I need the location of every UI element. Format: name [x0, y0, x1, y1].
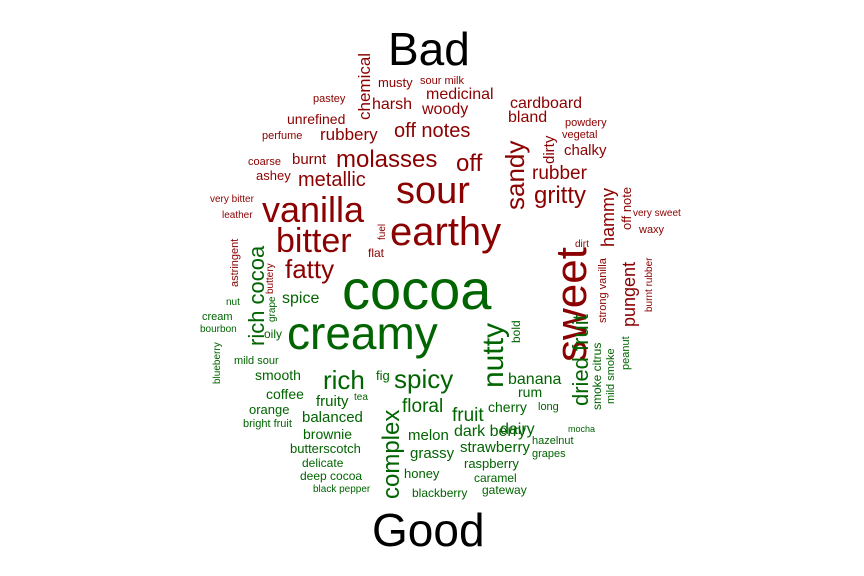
word-good: blueberry: [212, 342, 223, 384]
word-good: bold: [509, 320, 523, 343]
word-good: melon: [408, 427, 449, 444]
word-good: mild sour: [234, 355, 279, 367]
word-bad: medicinal: [426, 86, 494, 103]
word-bad: dirty: [541, 135, 558, 164]
word-good: honey: [404, 466, 440, 481]
word-good: fruit: [452, 405, 484, 426]
word-good: grapes: [532, 448, 566, 460]
word-bad: ashey: [256, 168, 291, 183]
word-bad: woody: [422, 101, 469, 118]
word-good: deep cocoa: [300, 469, 363, 483]
word-good: spice: [282, 290, 320, 307]
word-bad: off notes: [394, 120, 471, 142]
word-good: rich: [323, 365, 365, 395]
word-good: hazelnut: [532, 435, 574, 447]
word-bad: coarse: [248, 156, 282, 168]
word-bad: metallic: [298, 169, 366, 191]
word-bad: flat: [368, 246, 385, 260]
word-bad: perfume: [262, 130, 303, 142]
word-bad: pungent: [619, 261, 639, 327]
word-good: dark berry: [454, 423, 527, 440]
word-good: black pepper: [313, 484, 371, 495]
word-good: dairy: [500, 421, 535, 438]
word-good: cream: [202, 311, 233, 323]
word-bad: powdery: [565, 117, 607, 129]
word-good: tea: [354, 392, 368, 403]
word-good: dried fruit: [568, 314, 593, 406]
word-bad: bitter: [276, 222, 352, 260]
word-bad: vegetal: [562, 129, 598, 141]
word-bad: bland: [508, 109, 548, 126]
word-bad: dirt: [575, 239, 589, 250]
word-good: floral: [402, 396, 444, 417]
title-good: Good: [372, 504, 485, 556]
word-good: grassy: [410, 445, 455, 462]
word-good: cocoa: [342, 258, 492, 321]
word-good: smooth: [255, 367, 301, 383]
word-good: rum: [518, 384, 543, 400]
word-good: caramel: [474, 471, 517, 485]
word-good: long: [538, 401, 559, 413]
word-good: balanced: [302, 409, 363, 426]
word-good: brownie: [303, 426, 353, 442]
word-good: complex: [378, 409, 405, 499]
word-bad: waxy: [639, 224, 665, 236]
word-bad: chalky: [564, 142, 607, 159]
word-good: butterscotch: [290, 441, 361, 456]
word-good: delicate: [302, 456, 344, 470]
word-bad: off note: [619, 186, 634, 230]
word-good: bright fruit: [243, 418, 292, 430]
word-bad: cardboard: [510, 95, 583, 112]
word-bad: fatty: [285, 254, 335, 284]
word-bad: off: [456, 150, 483, 177]
word-bad: unrefined: [287, 111, 346, 127]
word-bad: pastey: [313, 93, 346, 105]
word-bad: rubbery: [320, 125, 378, 144]
word-bad: hammy: [598, 187, 618, 247]
word-good: raspberry: [464, 456, 519, 471]
word-bad: rubber: [532, 163, 587, 184]
word-bad: sandy: [500, 140, 530, 210]
word-bad: harsh: [372, 96, 413, 113]
word-good: creamy: [287, 307, 438, 359]
word-bad: musty: [378, 75, 413, 90]
word-good: nutty: [477, 322, 510, 388]
word-good: smoke citrus: [590, 342, 604, 410]
word-bad: molasses: [336, 146, 438, 173]
word-good: nut: [226, 297, 240, 308]
word-good: mocha: [568, 424, 596, 434]
word-good: spicy: [394, 364, 454, 394]
word-good: orange: [249, 402, 290, 417]
word-bad: chemical: [355, 52, 374, 120]
word-good: grape: [267, 296, 278, 322]
word-good: strawberry: [460, 439, 531, 456]
title-bad: Bad: [388, 23, 470, 75]
word-bad: fuel: [377, 223, 388, 240]
word-bad: gritty: [534, 182, 587, 209]
word-bad: leather: [222, 210, 253, 221]
word-bad: very sweet: [633, 208, 681, 219]
word-good: blackberry: [412, 486, 468, 500]
word-good: coffee: [266, 386, 304, 402]
word-good: mild smoke: [605, 348, 617, 404]
word-good: cherry: [488, 399, 527, 415]
word-bad: very bitter: [210, 194, 254, 205]
word-good: oily: [264, 327, 283, 341]
word-good: gateway: [482, 483, 527, 497]
word-good: fig: [376, 368, 390, 383]
word-bad: sour milk: [420, 75, 465, 87]
word-good: banana: [508, 371, 562, 388]
word-bad: burnt rubber: [644, 257, 655, 312]
word-bad: earthy: [390, 210, 502, 254]
word-good: bourbon: [200, 324, 237, 335]
word-good: peanut: [620, 336, 632, 370]
word-good: fruity: [316, 393, 349, 410]
word-bad: strong vanilla: [597, 258, 609, 323]
word-bad: vanilla: [262, 189, 365, 230]
word-bad: astringent: [229, 238, 241, 287]
word-bad: burnt: [292, 151, 327, 168]
word-bad: sour: [396, 170, 470, 212]
